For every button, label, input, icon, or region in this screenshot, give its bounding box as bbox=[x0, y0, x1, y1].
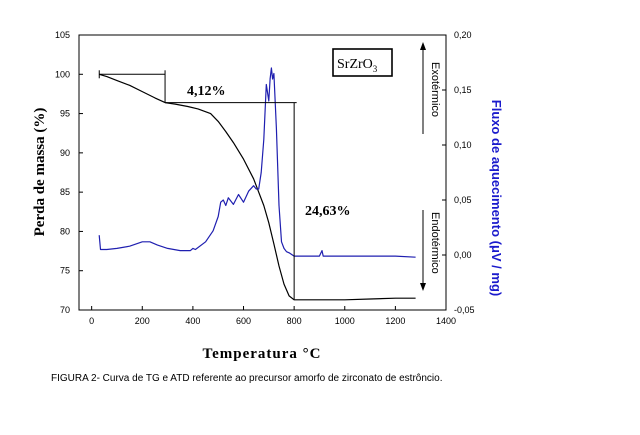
y2-axis-ticks: -0,05 0,00 0,05 0,10 0,15 0,20 bbox=[442, 30, 475, 315]
x-tick-label: 0 bbox=[89, 316, 94, 326]
compound-base: SrZrO bbox=[337, 57, 373, 72]
figure-caption: FIGURA 2- Curva de TG e ATD referente ao… bbox=[51, 373, 443, 384]
tg-dta-chart: 0 200 400 600 800 1000 1200 1400 70 75 80 85 90 95 10… bbox=[32, 30, 504, 362]
y-tick-label: 105 bbox=[55, 30, 70, 40]
y2-tick-label: 0,00 bbox=[454, 250, 472, 260]
y2-tick-label: 0,05 bbox=[454, 195, 472, 205]
y-tick-label: 85 bbox=[60, 187, 70, 197]
endo-arrow-icon bbox=[420, 210, 426, 291]
y2-tick-label: 0,10 bbox=[454, 140, 472, 150]
mass-loss-2-label: 24,63% bbox=[305, 204, 351, 219]
exo-arrow-icon bbox=[420, 42, 426, 134]
y2-tick-label: 0,15 bbox=[454, 85, 472, 95]
y-tick-label: 80 bbox=[60, 226, 70, 236]
y2-tick-label: 0,20 bbox=[454, 30, 472, 40]
x-tick-label: 1000 bbox=[335, 316, 355, 326]
x-tick-label: 1200 bbox=[385, 316, 405, 326]
y-axis-ticks: 70 75 80 85 90 95 100 105 bbox=[55, 30, 83, 315]
y-axis-label: Perda de massa (%) bbox=[32, 108, 48, 237]
x-tick-label: 800 bbox=[287, 316, 302, 326]
y-tick-label: 90 bbox=[60, 148, 70, 158]
series-layer bbox=[98, 67, 416, 301]
compound-subscript: 3 bbox=[373, 64, 378, 74]
x-tick-label: 400 bbox=[185, 316, 200, 326]
endo-label: Endotérmico bbox=[429, 212, 441, 274]
y-tick-label: 95 bbox=[60, 109, 70, 119]
dta-heat-flow-line bbox=[98, 67, 416, 258]
exo-label: Exotérmico bbox=[429, 62, 441, 117]
compound-box: SrZrO3 bbox=[332, 48, 393, 77]
x-axis-ticks: 0 200 400 600 800 1000 1200 1400 bbox=[89, 306, 456, 326]
y-tick-label: 100 bbox=[55, 69, 70, 79]
annotation-lines bbox=[98, 70, 297, 300]
plot-frame bbox=[78, 34, 447, 311]
svg-text:SrZrO3: SrZrO3 bbox=[337, 57, 378, 74]
mass-loss-1-label: 4,12% bbox=[187, 84, 226, 99]
y-tick-label: 70 bbox=[60, 305, 70, 315]
x-tick-label: 1400 bbox=[436, 316, 456, 326]
y2-tick-label: -0,05 bbox=[454, 305, 475, 315]
y2-axis-label: Fluxo de aquecimento (μV / mg) bbox=[489, 100, 504, 296]
x-tick-label: 600 bbox=[236, 316, 251, 326]
x-tick-label: 200 bbox=[135, 316, 150, 326]
x-axis-label: Temperatura °C bbox=[202, 346, 321, 362]
y-tick-label: 75 bbox=[60, 266, 70, 276]
tg-mass-loss-line bbox=[99, 73, 416, 301]
